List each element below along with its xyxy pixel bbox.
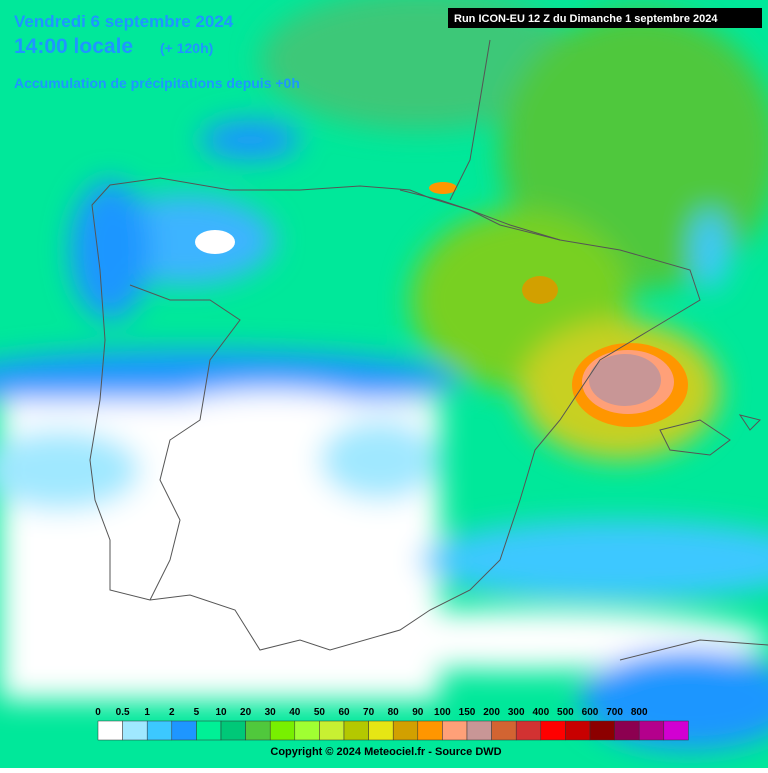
legend-label: 100 xyxy=(434,707,451,718)
legend-swatch xyxy=(343,720,369,741)
legend-label: 80 xyxy=(388,707,400,718)
legend-swatch xyxy=(638,720,665,741)
legend-swatch xyxy=(515,720,542,741)
legend-label: 1 xyxy=(144,707,150,718)
legend-label: 200 xyxy=(483,707,500,718)
precip-field xyxy=(0,0,768,750)
legend-swatch xyxy=(540,720,566,741)
legend-label: 800 xyxy=(631,707,648,718)
legend-label: 0.5 xyxy=(116,707,130,718)
legend-label: 300 xyxy=(508,707,525,718)
legend-swatch xyxy=(565,720,591,741)
legend-label: 70 xyxy=(363,707,375,718)
legend-swatch xyxy=(146,720,173,741)
legend-swatch xyxy=(466,720,492,741)
legend-swatch xyxy=(614,720,640,741)
legend-swatch xyxy=(491,720,517,741)
legend-swatch xyxy=(368,720,394,741)
legend-label: 150 xyxy=(459,707,476,718)
legend-label: 50 xyxy=(314,707,326,718)
legend-swatch xyxy=(269,720,296,741)
legend-swatch xyxy=(245,720,271,741)
lead-time: (+ 120h) xyxy=(160,40,213,56)
legend-swatch xyxy=(392,720,419,741)
run-box xyxy=(448,8,762,28)
legend-swatch xyxy=(220,720,246,741)
legend-swatch xyxy=(171,720,197,741)
borders xyxy=(89,39,768,661)
legend-swatch xyxy=(97,720,123,741)
precip-max xyxy=(195,182,688,427)
legend-swatch xyxy=(442,720,468,741)
legend-label: 600 xyxy=(582,707,599,718)
legend-label: 700 xyxy=(606,707,623,718)
legend-label: 10 xyxy=(215,707,227,718)
legend-label: 5 xyxy=(194,707,200,718)
legend-swatch xyxy=(294,720,320,741)
legend-label: 90 xyxy=(412,707,424,718)
legend-swatch xyxy=(319,720,345,741)
run-label: Run ICON-EU 12 Z du Dimanche 1 septembre… xyxy=(454,13,718,25)
legend-label: 20 xyxy=(240,707,252,718)
legend-swatch xyxy=(589,720,615,741)
legend-label: 40 xyxy=(289,707,301,718)
legend-swatch xyxy=(663,720,689,741)
subtitle: Accumulation de précipitations depuis +0… xyxy=(14,75,300,91)
legend-swatch xyxy=(196,720,222,741)
date: Vendredi 6 septembre 2024 xyxy=(14,12,234,31)
legend: 0 0.5 1 2 5 10 20 30 40 50 60 70 80 90 100 150 200 300 400… xyxy=(95,707,689,741)
legend-label: 60 xyxy=(338,707,350,718)
copyright: Copyright © 2024 Meteociel.fr - Source D… xyxy=(270,746,501,758)
legend-label: 400 xyxy=(532,707,549,718)
legend-label: 0 xyxy=(95,707,101,718)
legend-label: 2 xyxy=(169,707,175,718)
legend-label: 500 xyxy=(557,707,574,718)
legend-swatch xyxy=(417,720,443,741)
legend-swatch xyxy=(122,720,148,741)
time: 14:00 locale xyxy=(14,35,133,58)
legend-label: 30 xyxy=(265,707,277,718)
